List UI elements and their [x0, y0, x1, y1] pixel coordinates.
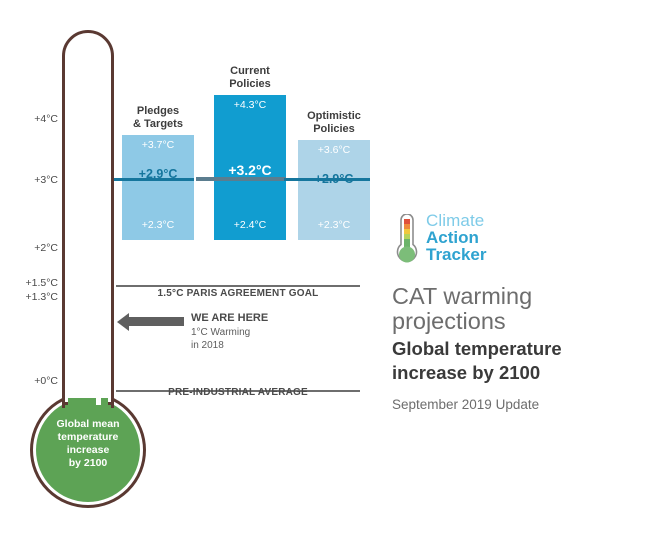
bar-range-pledges-and-targets — [122, 135, 194, 240]
axis-tick — [68, 144, 88, 146]
panel-heading: CAT warming projections Global temperatu… — [392, 283, 642, 413]
axis-tick — [68, 356, 88, 358]
axis-tick-label: +3°C — [34, 174, 58, 186]
bar-group-optimistic-policies: Optimistic Policies +3.6°C +2.9°C +2.3°C — [298, 110, 370, 240]
bulb-caption-line: increase — [66, 444, 110, 456]
bar-low-label-current-policies: +2.4°C — [233, 219, 267, 231]
axis-tick — [68, 124, 88, 126]
axis-tick-label: +1.5°C — [25, 277, 58, 289]
bulb-caption-line: temperature — [57, 431, 119, 443]
cat-logo-text: Climate Action Tracker — [426, 212, 487, 263]
paris-goal-label: 1.5°C PARIS AGREEMENT GOAL — [157, 288, 319, 299]
thermometer-neck — [68, 398, 108, 418]
we-are-here-title: WE ARE HERE — [191, 312, 269, 324]
axis-tick — [68, 82, 88, 84]
bar-title-optimistic-policies: Optimistic Policies — [298, 110, 370, 136]
bar-high-label-current-policies: +4.3°C — [233, 99, 267, 111]
axis-tick-label: +0°C — [34, 375, 58, 387]
panel-title-line1: CAT warming — [392, 283, 533, 309]
axis-tick — [68, 244, 81, 246]
thermometer-neck-edge-left — [62, 398, 65, 408]
median-line-pledges-and-targets — [108, 178, 194, 181]
we-are-here-line1: 1°C Warming — [191, 327, 251, 338]
cat-logo[interactable]: Climate Action Tracker — [392, 212, 642, 268]
axis-tick-label: +1.3°C — [25, 291, 58, 303]
axis-tick — [68, 308, 88, 310]
axis-tick — [68, 112, 81, 114]
bar-group-pledges-and-targets: Pledges & Targets +3.7°C +2.9°C +2.3°C — [122, 105, 194, 240]
bar-low-label-optimistic-policies: +2.3°C — [317, 219, 351, 231]
panel-update-text: September 2019 Update — [392, 397, 540, 412]
thermometer-icon — [396, 214, 418, 263]
bar-group-current-policies: Current Policies +4.3°C +3.2°C +2.4°C — [214, 65, 286, 240]
axis-tick — [68, 156, 81, 158]
bar-title-line1: Pledges — [136, 105, 180, 117]
axis-tick — [68, 332, 88, 334]
panel-subtitle-line2: increase by 2100 — [392, 362, 541, 383]
bar-title-pledges-and-targets: Pledges & Targets — [122, 105, 194, 131]
axis-tick-label: +2°C — [34, 242, 58, 254]
bar-range-current-policies — [214, 95, 286, 240]
bar-high-label-pledges-and-targets: +3.7°C — [141, 139, 175, 151]
we-are-here-subtext: 1°C Warming in 2018 — [191, 326, 250, 352]
bar-title-line1: Optimistic — [307, 110, 361, 122]
axis-tick — [68, 258, 88, 260]
median-line-optimistic-policies — [284, 178, 370, 181]
we-are-here-line2: in 2018 — [191, 340, 224, 351]
bar-median-label-current-policies: +3.2°C — [228, 162, 272, 178]
axis-tick — [68, 320, 81, 322]
we-are-here-arrow-shaft — [129, 317, 184, 326]
thermometer-chart: +4°C +3°C +2°C +1.5°C +1.3°C +0°C — [0, 0, 170, 536]
bar-range-optimistic-policies — [298, 140, 370, 240]
bar-high-label-optimistic-policies: +3.6°C — [317, 144, 351, 156]
temperature-axis: +4°C +3°C +2°C +1.5°C +1.3°C +0°C — [0, 0, 58, 536]
axis-tick — [68, 232, 88, 234]
bar-title-current-policies: Current Policies — [214, 65, 286, 91]
current-warming-indicator — [96, 314, 101, 405]
bulb-caption-line: by 2100 — [68, 457, 108, 469]
axis-tick — [68, 296, 81, 298]
cat-logo-line1: Climate — [426, 211, 485, 230]
bar-title-line2: Policies — [313, 123, 355, 135]
axis-tick — [68, 198, 81, 200]
median-line-current-policies — [196, 177, 286, 181]
axis-tick — [68, 52, 81, 54]
bar-title-line2: Policies — [229, 78, 271, 90]
axis-tick — [68, 220, 81, 222]
axis-tick — [68, 188, 88, 190]
axis-tick — [68, 344, 81, 346]
title-panel: Climate Action Tracker CAT warming proje… — [392, 212, 642, 412]
axis-tick — [68, 102, 88, 104]
cat-logo-line3: Tracker — [426, 245, 487, 264]
axis-tick — [68, 62, 88, 64]
bar-title-line1: Current — [230, 65, 270, 77]
panel-subtitle-line1: Global temperature — [392, 338, 562, 359]
thermometer-tube-outline — [62, 30, 114, 405]
paris-goal-line — [116, 285, 360, 287]
bulb-caption: Global mean temperature increase by 2100 — [36, 418, 140, 470]
axis-tick — [68, 272, 81, 274]
axis-tick — [68, 380, 88, 382]
bar-low-label-pledges-and-targets: +2.3°C — [141, 219, 175, 231]
axis-tick — [68, 166, 88, 168]
axis-tick — [68, 284, 88, 286]
we-are-here-arrow-head — [117, 313, 129, 331]
bulb-caption-line: Global mean — [56, 418, 120, 430]
axis-tick — [68, 208, 88, 210]
axis-tick — [68, 176, 81, 178]
axis-tick — [68, 72, 81, 74]
pre-industrial-line — [116, 390, 360, 392]
bar-median-label-pledges-and-targets: +2.9°C — [138, 167, 178, 181]
thermometer-neck-edge-right — [111, 398, 114, 408]
axis-tick — [68, 92, 81, 94]
panel-title-line2: projections — [392, 308, 506, 334]
pre-industrial-label: PRE-INDUSTRIAL AVERAGE — [168, 387, 308, 398]
axis-tick — [68, 134, 81, 136]
axis-tick-label: +4°C — [34, 113, 58, 125]
bar-title-line2: & Targets — [133, 118, 183, 130]
cat-logo-line2: Action — [426, 228, 479, 247]
axis-tick — [68, 368, 81, 370]
